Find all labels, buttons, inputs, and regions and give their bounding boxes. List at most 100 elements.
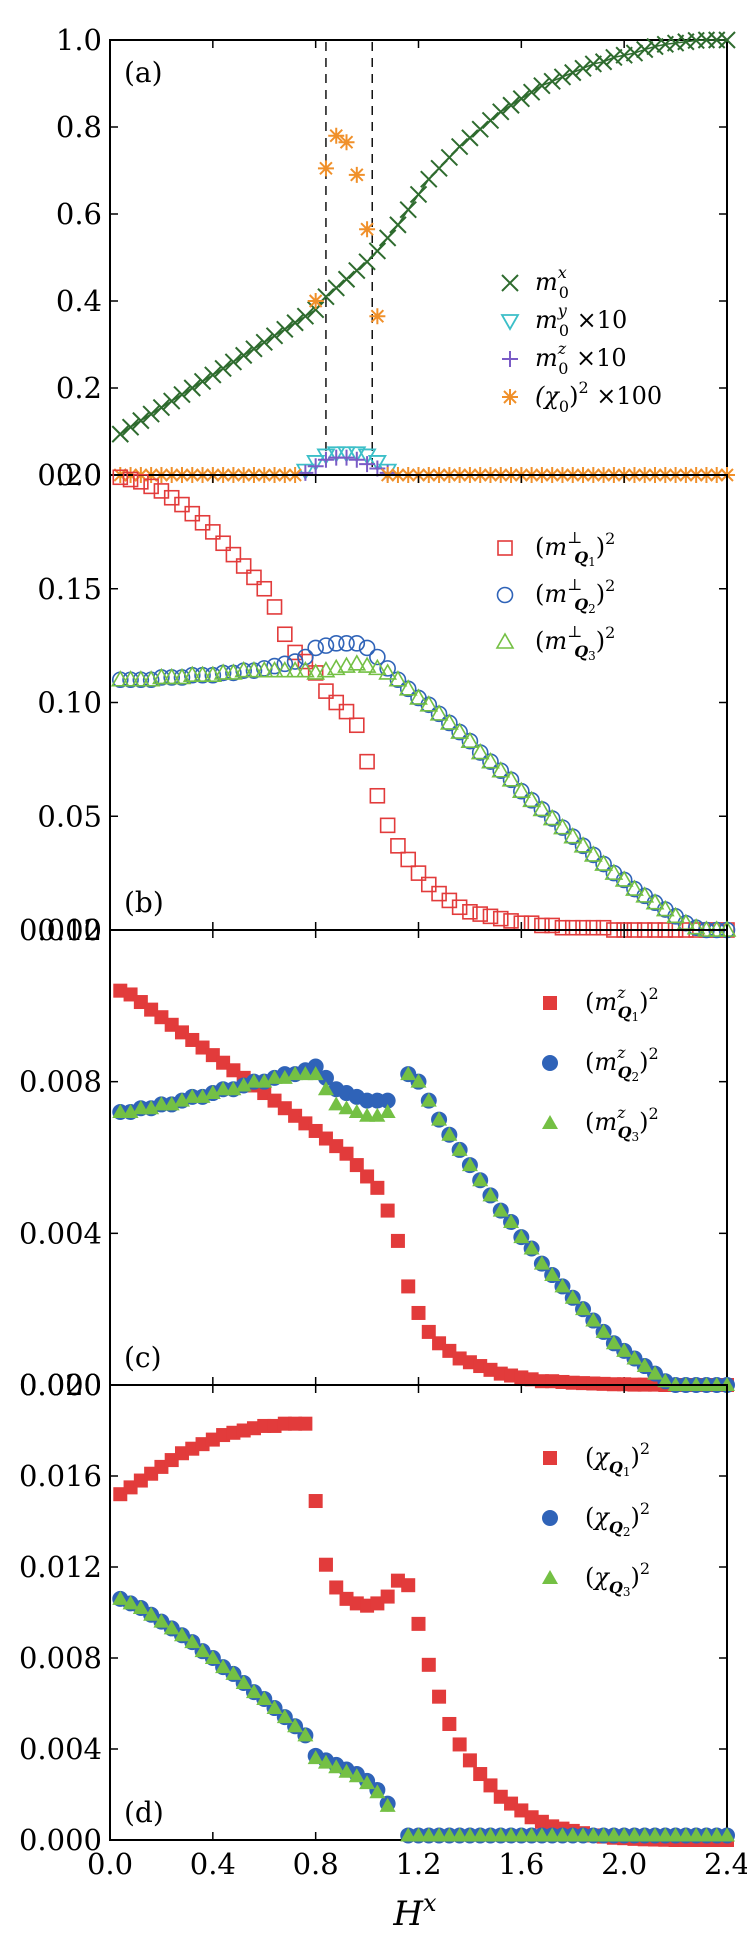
data-point: [513, 1229, 530, 1244]
data-point: [398, 679, 418, 696]
data-point: [339, 1146, 354, 1161]
data-point: [256, 1073, 273, 1088]
data-point: [389, 216, 407, 234]
data-point: [224, 663, 243, 680]
data-point: [451, 1141, 468, 1156]
data-point: [462, 1753, 477, 1768]
data-point: [442, 1716, 457, 1731]
legend-marker: [542, 1115, 558, 1129]
data-point: [481, 111, 500, 130]
data-point: [388, 670, 408, 687]
data-point: [367, 658, 387, 676]
data-point: [338, 449, 355, 466]
data-point: [667, 1827, 684, 1842]
data-point: [573, 836, 593, 853]
data-point: [337, 656, 356, 673]
data-point: [328, 127, 345, 144]
data-point: [317, 1069, 334, 1086]
data-point: [318, 1557, 333, 1572]
data-point: [604, 863, 624, 880]
data-point: [296, 307, 315, 325]
data-point: [204, 1085, 221, 1100]
y-tick-label: 0.008: [19, 1641, 102, 1675]
data-point: [306, 300, 325, 319]
data-point: [533, 1255, 550, 1270]
data-point: [307, 1750, 324, 1765]
data-point: [173, 1092, 190, 1107]
data-point: [411, 1305, 426, 1320]
data-point: [163, 1620, 180, 1635]
y-tick-label: 0.020: [19, 1368, 102, 1402]
data-point: [542, 808, 562, 826]
data-point: [286, 653, 304, 670]
data-point: [256, 580, 273, 597]
legend-marker: [542, 1510, 558, 1526]
x-tick-label: 1.6: [498, 1847, 544, 1881]
data-point: [686, 918, 706, 935]
plot-frame: [109, 474, 728, 931]
data-point: [204, 1650, 221, 1664]
data-point: [583, 845, 603, 862]
data-point: [182, 665, 202, 682]
legend-label: my 0 ×10: [535, 301, 627, 340]
data-point: [112, 1104, 129, 1118]
data-point: [379, 1092, 396, 1109]
data-point: [460, 731, 480, 748]
data-point: [429, 704, 449, 721]
data-point: [193, 372, 212, 391]
legend-label: (mz Q3)2: [585, 1103, 659, 1144]
data-point: [184, 1088, 201, 1103]
data-point: [317, 1081, 334, 1096]
data-point: [235, 1077, 252, 1092]
y-tick-label: 0.0: [56, 458, 102, 492]
data-point: [482, 1187, 499, 1202]
data-point: [347, 446, 367, 464]
data-point: [122, 471, 139, 488]
data-point: [276, 1709, 293, 1724]
data-point: [338, 703, 355, 720]
data-point: [359, 753, 375, 770]
data-point: [431, 1111, 448, 1126]
data-point: [224, 353, 243, 371]
data-point: [306, 663, 326, 680]
data-point: [360, 1169, 375, 1184]
data-point: [401, 1279, 416, 1294]
data-point: [625, 879, 644, 896]
legend-marker: [501, 274, 519, 292]
data-point: [348, 1104, 365, 1118]
data-point: [132, 411, 150, 430]
data-point: [636, 40, 654, 59]
data-point: [482, 908, 499, 925]
data-point: [420, 876, 437, 893]
data-point: [409, 688, 428, 705]
data-point: [348, 1768, 365, 1783]
data-point: [585, 919, 602, 936]
panel-b: 0.00 0.05 0.10 0.15 0.20 (b) (m⊥ Q1)2 (m⊥ Q2)2 (m⊥…: [37, 458, 737, 947]
data-point: [205, 524, 221, 540]
data-point: [470, 742, 490, 760]
data-point: [400, 1827, 417, 1842]
data-point: [379, 660, 396, 677]
data-point: [357, 656, 377, 673]
data-point: [399, 200, 417, 219]
data-point: [450, 137, 469, 156]
legend-marker: [500, 314, 520, 331]
data-point: [317, 1754, 334, 1769]
data-point: [421, 1324, 436, 1339]
data-point: [328, 1759, 345, 1774]
x-tick-label: 2.4: [704, 1847, 747, 1881]
legend-label: (χ0)2 ×100: [535, 378, 662, 416]
data-point: [718, 31, 736, 49]
data-point: [296, 661, 315, 678]
data-point: [245, 1073, 262, 1088]
series-0: [113, 983, 734, 1392]
y-tick-label: 0.00: [37, 913, 102, 947]
data-point: [256, 1690, 273, 1705]
data-point: [400, 851, 417, 868]
data-point: [432, 1689, 447, 1704]
y-tick-label: 0.012: [19, 1550, 102, 1584]
series-2: [112, 1066, 735, 1391]
data-point: [503, 1827, 520, 1842]
data-point: [492, 103, 510, 121]
